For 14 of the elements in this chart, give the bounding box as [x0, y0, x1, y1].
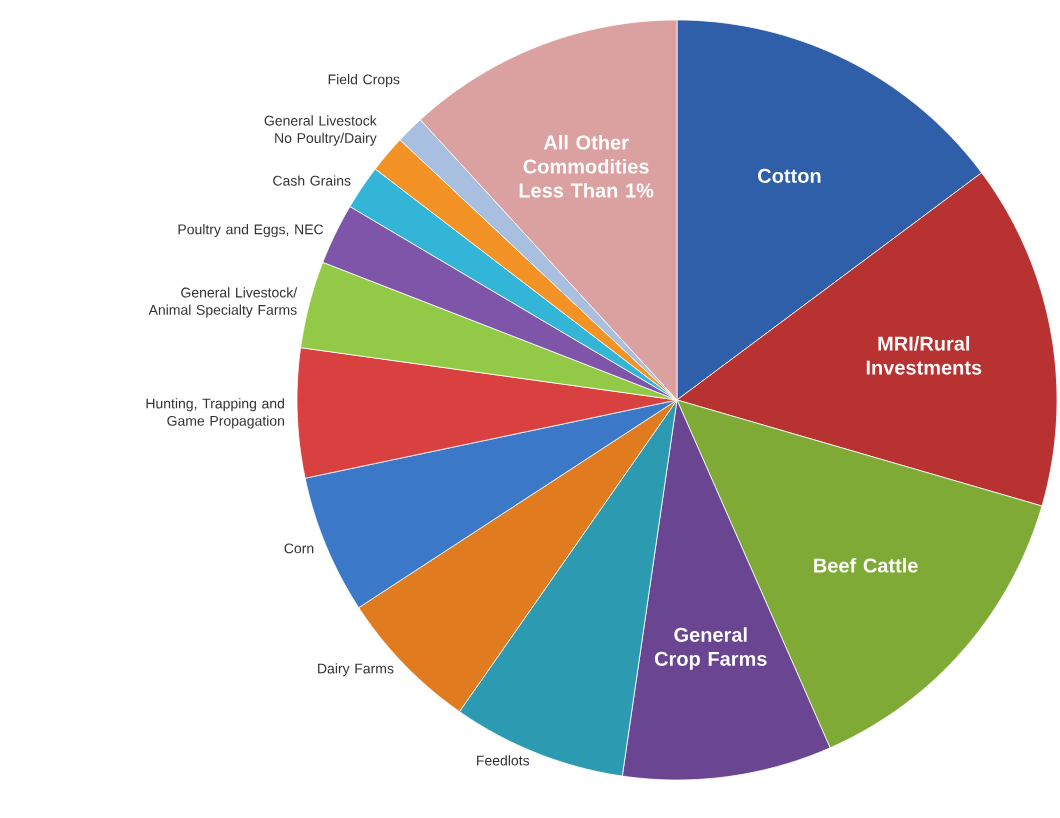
- slice-label: All Other Commodities Less Than 1%: [519, 134, 654, 198]
- slice-label: Field Crops: [328, 74, 400, 88]
- slice-label: General Crop Farms: [654, 627, 767, 670]
- slice-label: Dairy Farms: [318, 663, 394, 677]
- slice-label: Poultry and Eggs, NEC: [178, 224, 324, 238]
- slice-label: MRI/Rural Investments: [866, 335, 982, 375]
- slice-label: Corn: [284, 543, 314, 554]
- slice-label: Beef Cattle: [814, 557, 918, 573]
- slice-label: General Livestock/ Animal Specialty Farms: [148, 287, 298, 318]
- slice-label: Cash Grains: [273, 175, 351, 186]
- slice-label: Cotton: [758, 168, 821, 183]
- slice-label: General Livestock No Poultry/Dairy: [264, 115, 377, 146]
- slice-label: Hunting, Trapping and Game Propagation: [146, 398, 284, 429]
- slice-label: Feedlots: [477, 755, 530, 766]
